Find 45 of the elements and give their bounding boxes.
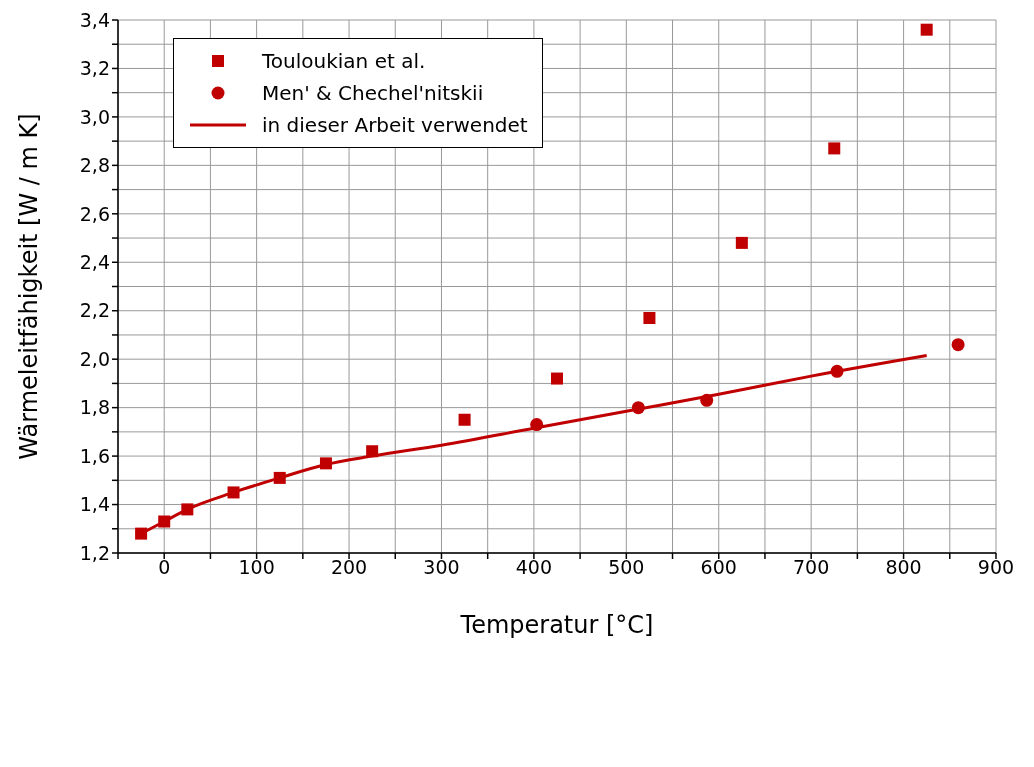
y-tick-label: 1,2 [79,541,110,564]
point [643,312,656,324]
x-tick-label: 300 [423,556,460,579]
point [551,372,563,385]
point [920,23,933,36]
y-tick-label: 3,4 [79,8,110,31]
x-tick-label: 500 [608,556,645,579]
legend-label: Men' & Chechel'nitskii [262,81,484,105]
x-tick-label: 200 [330,556,368,579]
point [828,142,841,155]
x-tick-label: 700 [793,556,830,579]
point [735,236,748,249]
y-tick-label: 2,2 [79,299,110,322]
y-tick-label: 2,8 [79,154,110,177]
point [631,401,645,415]
point [530,418,544,432]
point [273,471,286,484]
point [227,486,240,499]
point [700,393,714,407]
x-axis-title: Temperatur [°C] [459,611,654,639]
point [951,338,965,352]
y-tick-label: 1,4 [79,493,110,516]
point [458,413,471,426]
y-tick-label: 3,2 [79,57,110,80]
point [366,445,379,458]
point [158,515,171,528]
x-tick-label: 600 [700,556,737,579]
y-axis-title: Wärmeleitfähigkeit [W / m K] [14,113,43,460]
point [830,364,844,378]
x-tick-label: 0 [158,556,171,579]
y-tick-label: 2,6 [79,202,110,225]
x-tick-label: 900 [977,556,1015,579]
x-tick-label: 800 [885,556,922,579]
point [319,457,332,470]
y-tick-label: 1,8 [79,396,110,419]
x-tick-label: 100 [238,556,275,579]
point [181,503,194,516]
y-tick-label: 2,4 [79,251,110,274]
point [135,527,148,540]
y-tick-label: 2,0 [79,347,110,370]
y-tick-label: 1,6 [79,444,110,467]
x-tick-label: 400 [515,556,553,579]
y-tick-label: 3,0 [79,105,110,128]
legend-label: Touloukian et al. [262,49,426,73]
legend-label: in dieser Arbeit verwendet [262,113,528,137]
